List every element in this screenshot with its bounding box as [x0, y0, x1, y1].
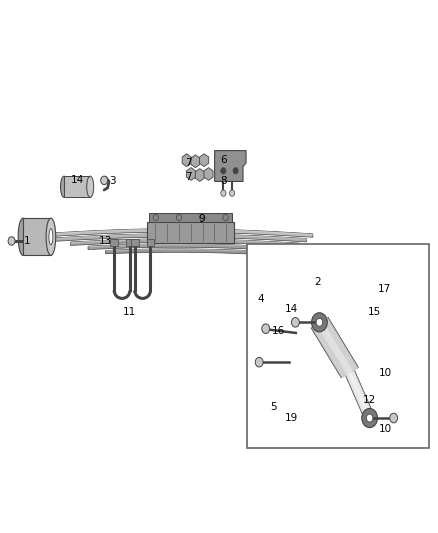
Circle shape [221, 190, 226, 196]
Circle shape [177, 214, 182, 221]
Text: 9: 9 [198, 214, 205, 224]
Bar [149, 213, 232, 222]
Text: 13: 13 [99, 236, 112, 246]
Circle shape [101, 176, 108, 184]
Circle shape [257, 288, 269, 303]
Bar [126, 239, 134, 246]
Ellipse shape [60, 176, 67, 197]
Bar [23, 218, 51, 255]
Text: 7: 7 [185, 158, 192, 168]
Text: 7: 7 [185, 172, 192, 182]
Polygon shape [106, 249, 287, 256]
Circle shape [260, 293, 265, 299]
Bar [64, 176, 90, 197]
Circle shape [311, 313, 327, 332]
Circle shape [223, 214, 228, 221]
Text: 6: 6 [220, 155, 227, 165]
Text: 11: 11 [123, 306, 136, 317]
Bar [147, 239, 154, 246]
Circle shape [255, 358, 263, 367]
Bar [272, 265, 302, 295]
Circle shape [221, 167, 226, 174]
Text: 2: 2 [314, 278, 321, 287]
Circle shape [360, 286, 369, 296]
Ellipse shape [46, 218, 56, 255]
Text: 14: 14 [71, 175, 84, 185]
Circle shape [258, 320, 266, 330]
Text: 12: 12 [363, 395, 376, 406]
Circle shape [200, 214, 205, 221]
Circle shape [390, 413, 398, 423]
Ellipse shape [18, 218, 28, 255]
Text: 19: 19 [284, 413, 298, 423]
Ellipse shape [87, 176, 94, 197]
Bar [247, 244, 428, 448]
Circle shape [262, 324, 270, 334]
Text: 3: 3 [109, 176, 115, 187]
Circle shape [153, 214, 158, 221]
Text: 4: 4 [257, 294, 264, 304]
Polygon shape [53, 233, 306, 242]
Bar [147, 222, 234, 243]
Text: 14: 14 [284, 304, 298, 314]
Polygon shape [88, 244, 293, 251]
Text: 16: 16 [271, 326, 285, 336]
Text: 8: 8 [220, 176, 227, 187]
Text: 10: 10 [378, 368, 392, 378]
Text: 10: 10 [378, 424, 392, 434]
Circle shape [366, 414, 373, 422]
Circle shape [382, 289, 390, 299]
Circle shape [291, 318, 299, 327]
Text: 1: 1 [24, 236, 30, 246]
Circle shape [233, 167, 238, 174]
Bar [110, 239, 118, 246]
Text: 5: 5 [270, 402, 277, 413]
Ellipse shape [297, 265, 306, 295]
Circle shape [362, 408, 378, 427]
Ellipse shape [267, 265, 276, 295]
Circle shape [361, 306, 367, 314]
Polygon shape [35, 229, 313, 237]
Ellipse shape [49, 229, 53, 245]
Polygon shape [350, 266, 380, 316]
Text: 17: 17 [378, 284, 392, 294]
Circle shape [316, 318, 323, 326]
Bar [131, 239, 139, 246]
Polygon shape [71, 239, 300, 247]
Circle shape [354, 278, 375, 304]
Circle shape [304, 266, 313, 277]
Circle shape [230, 190, 235, 196]
Text: 15: 15 [367, 306, 381, 317]
Polygon shape [215, 151, 246, 181]
Circle shape [8, 237, 15, 245]
